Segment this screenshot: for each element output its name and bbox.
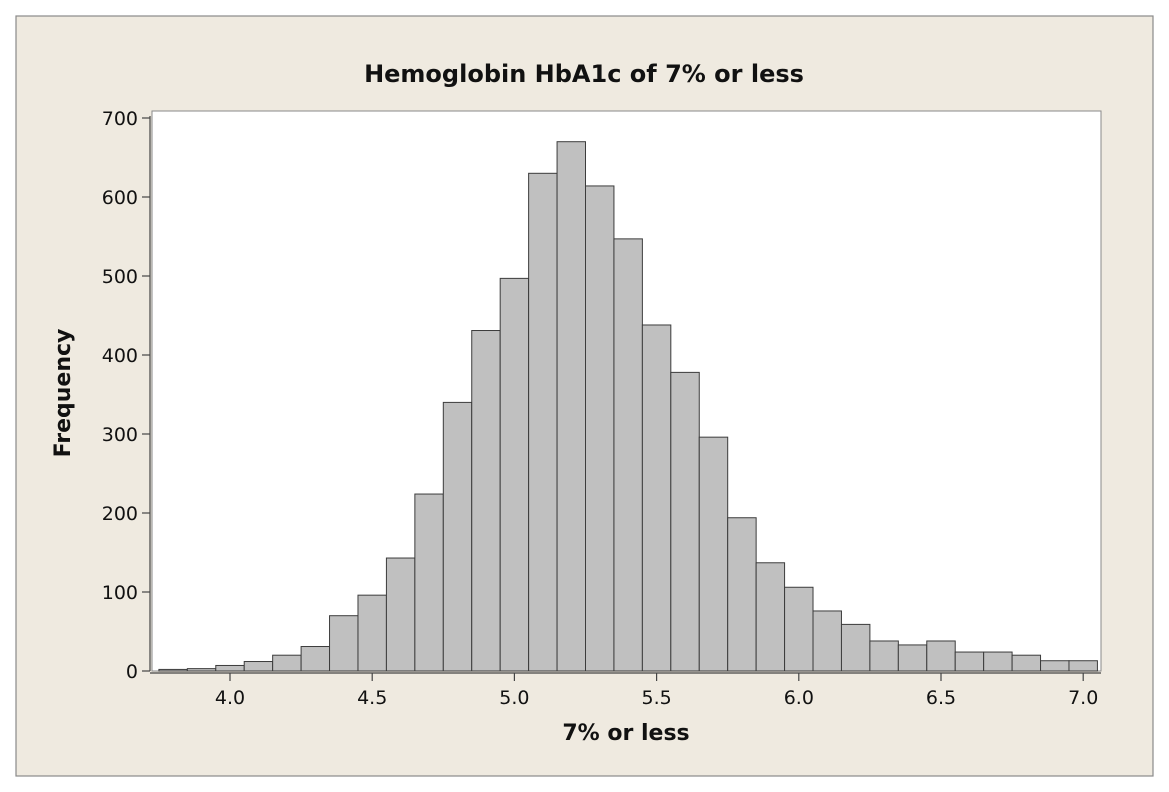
histogram-bar [755, 562, 786, 672]
histogram-bar [414, 493, 444, 672]
x-tick-label: 5.5 [641, 687, 671, 709]
histogram-bar [528, 172, 558, 672]
y-tick-label: 200 [102, 503, 138, 525]
y-axis-label: Frequency [51, 329, 76, 458]
y-tick-label: 700 [102, 108, 138, 130]
histogram-bar [186, 668, 217, 672]
x-axis-label: 7% or less [562, 721, 689, 746]
histogram-bar [613, 238, 643, 672]
histogram-bar [670, 371, 700, 672]
histogram-bar [357, 594, 387, 672]
y-tick-label: 500 [102, 266, 138, 288]
histogram-bar [158, 668, 188, 672]
histogram-bar [329, 615, 359, 672]
histogram-bar [698, 436, 729, 672]
histogram-bar [243, 661, 274, 672]
x-tick-label: 6.0 [784, 687, 814, 709]
x-tick-label: 4.5 [357, 687, 387, 709]
histogram-bar [471, 330, 501, 672]
histogram-bar [272, 654, 302, 672]
histogram-bar [897, 644, 928, 672]
histogram-bar [840, 623, 871, 672]
histogram-bar [1011, 654, 1042, 672]
y-tick-label: 0 [126, 661, 138, 683]
histogram-bar [499, 277, 530, 672]
histogram-bar [300, 646, 331, 672]
x-tick-label: 5.0 [499, 687, 529, 709]
histogram-bar [585, 185, 615, 672]
y-tick-label: 400 [102, 345, 138, 367]
histogram-bar [641, 324, 672, 672]
histogram-bar [215, 664, 245, 672]
histogram-bar [1068, 660, 1098, 672]
y-axis: 0 100 200 300 400 500 600 700 [102, 108, 151, 683]
histogram-bar [983, 651, 1013, 672]
histogram-bar [954, 651, 985, 672]
x-tick-label: 7.0 [1068, 687, 1098, 709]
histogram-bar [727, 517, 757, 672]
histogram-bar [869, 640, 899, 672]
histogram-bar [556, 141, 586, 672]
bars-group [158, 141, 1098, 672]
x-axis: 4.0 4.5 5.0 5.5 6.0 6.5 7.0 [150, 672, 1101, 709]
histogram-bar [1040, 660, 1070, 672]
histogram-bar [926, 640, 956, 672]
histogram-bar [812, 610, 842, 672]
histogram-bar [442, 401, 473, 672]
chart-title: Hemoglobin HbA1c of 7% or less [364, 60, 804, 88]
histogram-bar [385, 557, 416, 672]
y-tick-label: 100 [102, 582, 138, 604]
histogram-bar [784, 586, 814, 672]
y-tick-label: 600 [102, 187, 138, 209]
x-tick-label: 4.0 [215, 687, 245, 709]
y-tick-label: 300 [102, 424, 138, 446]
x-tick-label: 6.5 [926, 687, 956, 709]
